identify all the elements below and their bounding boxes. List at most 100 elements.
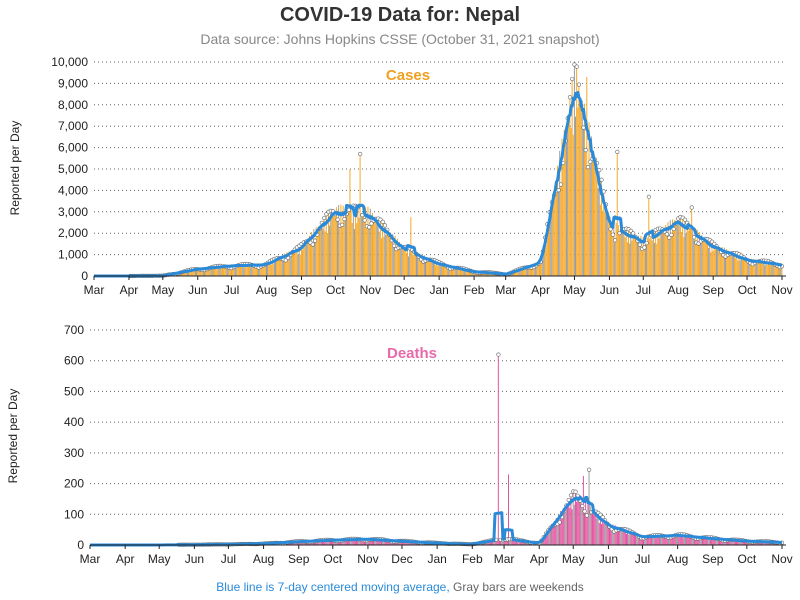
daily-bar [320,227,322,276]
x-tick-label: Mar [494,552,515,566]
daily-point [610,232,615,237]
daily-bar [778,262,780,276]
x-tick-label: Nov [771,283,792,297]
daily-bar [226,266,228,276]
x-tick-label: Oct [738,283,757,297]
daily-bar [297,542,298,545]
daily-bar [314,240,316,276]
daily-bar [278,258,280,276]
daily-bar [384,539,386,545]
daily-bar [716,538,718,545]
daily-bar [332,211,334,276]
daily-bar [677,218,679,276]
daily-bar [247,266,249,276]
daily-bar [742,540,744,545]
daily-bar [272,264,274,276]
daily-bar [683,534,685,545]
daily-bar [682,217,684,276]
x-tick-label: Nov [771,552,792,566]
x-tick-label: Feb [462,552,483,566]
daily-bar [235,266,237,276]
daily-bar [665,536,667,545]
daily-bar [540,261,542,276]
daily-bar [753,259,755,276]
daily-bar [321,541,323,545]
chart-title: COVID-19 Data for: Nepal [279,4,521,26]
daily-bar [447,267,449,276]
daily-bar [341,224,343,276]
daily-bar [589,506,591,545]
daily-bar [445,265,447,276]
daily-bar [263,264,265,276]
deaths-panel: Reported per Day Deaths 0 100 200 300 400 500… [6,323,793,566]
daily-bar [690,536,692,545]
daily-bar [184,271,186,276]
daily-bar [557,514,559,545]
daily-bar [712,251,714,276]
daily-bar [406,247,408,276]
daily-bar [745,259,747,276]
daily-bar [612,234,614,276]
daily-bar [296,247,298,276]
daily-bar [631,532,633,545]
daily-bar [444,264,446,276]
daily-bar [270,264,272,276]
daily-bar [555,191,557,276]
daily-bar [337,219,339,276]
daily-bar [506,539,508,545]
daily-bar [194,269,196,276]
daily-bar [520,270,522,276]
daily-bar [695,538,697,545]
daily-bar [735,258,737,276]
daily-bar [518,271,520,276]
daily-point [664,232,670,237]
daily-bar [360,213,362,276]
daily-bar [703,239,705,276]
daily-bar [469,270,470,276]
daily-bar [615,222,617,276]
daily-point [574,64,579,69]
daily-bar [616,151,618,276]
daily-bar [328,211,329,276]
daily-bar [334,540,336,545]
daily-bar [358,217,360,276]
daily-bar [586,515,588,545]
daily-bar [763,260,765,276]
daily-bar [542,251,544,276]
daily-point [570,76,575,82]
daily-bar [773,262,775,276]
daily-bar [209,267,211,276]
daily-bar [631,240,633,276]
daily-bar [343,219,345,276]
daily-bar [284,253,286,276]
daily-bar [644,237,646,276]
daily-bar [464,271,466,276]
daily-bar [411,249,413,276]
daily-bar [567,506,568,545]
daily-bar [674,535,676,545]
daily-bar [578,499,580,545]
daily-bar [373,539,375,545]
x-tick-label: Dec [393,283,414,297]
daily-bar [260,266,262,276]
daily-bar [579,101,581,276]
daily-bar [351,540,353,545]
daily-bar [668,237,670,276]
daily-bar [779,267,781,276]
daily-bar [770,262,772,276]
daily-bar [392,233,394,276]
daily-bar [399,540,401,545]
daily-bar [695,242,697,276]
daily-bar [193,270,195,276]
daily-bar [734,540,736,545]
daily-bar [349,540,351,545]
daily-bar [352,538,354,545]
daily-bar [434,260,436,276]
daily-bar [515,539,517,545]
daily-bar [702,239,704,276]
daily-bar [207,267,209,276]
daily-bar [275,261,276,276]
daily-bar [569,507,571,545]
daily-bar [726,248,728,276]
daily-bar [724,540,726,545]
